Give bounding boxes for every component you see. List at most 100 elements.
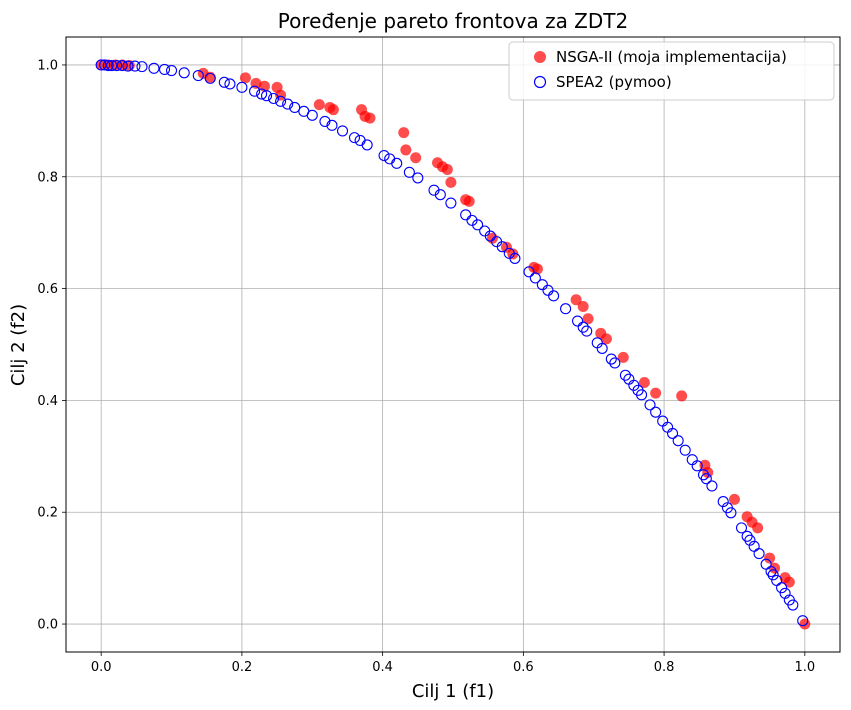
- data-point-spea2: [236, 81, 248, 93]
- data-point-spea2: [412, 172, 424, 184]
- data-point-nsga-ii: [783, 576, 795, 588]
- data-point-spea2: [581, 325, 593, 337]
- x-tick-label: 1.0: [794, 660, 815, 675]
- data-point-spea2: [797, 615, 809, 627]
- data-point-nsga-ii: [463, 195, 475, 207]
- x-tick-label: 0.2: [232, 660, 253, 675]
- legend-label-spea2: SPEA2 (pymoo): [556, 73, 672, 91]
- x-tick-label: 0.6: [513, 660, 534, 675]
- data-point-nsga-ii: [398, 127, 410, 139]
- legend-label-nsga: NSGA-II (moja implementacija): [556, 48, 787, 66]
- x-tick-label: 0.4: [372, 660, 393, 675]
- data-point-spea2: [275, 95, 287, 107]
- series-layer: [95, 59, 811, 630]
- data-point-nsga-ii: [764, 552, 776, 564]
- data-point-nsga-ii: [600, 333, 612, 345]
- data-point-spea2: [767, 569, 779, 581]
- y-tick-label: 1.0: [37, 58, 58, 73]
- data-point-spea2: [192, 70, 204, 82]
- data-point-spea2: [268, 92, 280, 105]
- legend: NSGA-II (moja implementacija) SPEA2 (pym…: [508, 41, 835, 101]
- data-point-spea2: [571, 315, 584, 327]
- data-point-nsga-ii: [275, 89, 287, 101]
- data-point-spea2: [361, 139, 373, 151]
- data-point-spea2: [260, 90, 273, 102]
- data-point-spea2: [609, 357, 621, 369]
- data-point-spea2: [218, 76, 230, 88]
- data-point-spea2: [326, 119, 338, 131]
- data-point-spea2: [725, 507, 737, 519]
- y-tick-label: 0.2: [37, 506, 58, 521]
- data-point-spea2: [111, 59, 123, 72]
- data-point-nsga-ii: [364, 112, 376, 124]
- data-point-spea2: [472, 219, 484, 231]
- data-point-nsga-ii: [239, 72, 251, 84]
- data-point-spea2: [99, 59, 111, 71]
- legend-marker-nsga: [534, 51, 546, 63]
- data-point-spea2: [523, 266, 535, 278]
- data-point-spea2: [348, 132, 361, 144]
- data-point-spea2: [636, 389, 648, 401]
- x-tick-label: 0.0: [91, 660, 112, 675]
- data-point-nsga-ii: [531, 263, 543, 275]
- data-point-spea2: [165, 64, 178, 77]
- plot-frame: [65, 36, 841, 653]
- y-tick-label: 0.4: [37, 394, 58, 409]
- data-point-spea2: [596, 342, 608, 354]
- data-point-spea2: [158, 63, 171, 75]
- data-point-spea2: [644, 399, 656, 411]
- data-point-nsga-ii: [638, 377, 650, 389]
- data-point-spea2: [765, 565, 777, 578]
- data-point-spea2: [122, 60, 134, 72]
- data-point-spea2: [560, 303, 572, 315]
- chart-title: Poređenje pareto frontova za ZDT2: [278, 9, 628, 33]
- legend-marker-spea2: [533, 75, 547, 89]
- data-point-spea2: [542, 284, 554, 296]
- data-point-nsga-ii: [650, 387, 662, 399]
- y-tick-label: 0.6: [37, 282, 58, 297]
- data-point-nsga-ii: [582, 313, 594, 325]
- data-point-spea2: [102, 59, 114, 72]
- data-point-spea2: [289, 101, 301, 113]
- data-point-nsga-ii: [577, 300, 589, 312]
- tick-marks: [62, 64, 806, 656]
- data-point-spea2: [484, 230, 496, 242]
- data-point-spea2: [744, 534, 756, 546]
- data-point-spea2: [776, 582, 788, 594]
- data-point-spea2: [496, 241, 508, 253]
- data-point-nsga-ii: [441, 164, 453, 176]
- data-point-spea2: [577, 321, 589, 333]
- data-point-nsga-ii: [445, 176, 457, 188]
- y-tick-label: 0.8: [37, 170, 58, 185]
- data-point-spea2: [434, 189, 446, 201]
- data-point-nsga-ii: [617, 351, 629, 363]
- data-point-spea2: [536, 279, 548, 291]
- data-point-spea2: [548, 290, 560, 302]
- data-point-spea2: [95, 59, 107, 71]
- data-point-spea2: [650, 406, 662, 418]
- data-point-spea2: [148, 62, 160, 74]
- data-point-spea2: [282, 98, 294, 110]
- data-point-nsga-ii: [400, 144, 412, 156]
- data-point-nsga-ii: [327, 104, 339, 116]
- data-point-spea2: [619, 369, 631, 381]
- data-point-spea2: [319, 115, 331, 127]
- data-point-nsga-ii: [313, 99, 325, 111]
- data-point-spea2: [106, 59, 118, 72]
- data-point-spea2: [529, 272, 541, 284]
- data-point-spea2: [306, 109, 318, 121]
- data-point-spea2: [666, 427, 679, 439]
- data-point-spea2: [672, 435, 684, 447]
- data-point-spea2: [605, 353, 617, 365]
- data-point-spea2: [224, 78, 236, 90]
- data-point-spea2: [509, 252, 521, 264]
- data-point-spea2: [336, 125, 349, 137]
- data-point-spea2: [391, 157, 403, 169]
- data-point-spea2: [136, 61, 148, 73]
- data-point-spea2: [129, 60, 141, 72]
- grid-lines: [66, 37, 840, 652]
- data-point-spea2: [700, 473, 712, 485]
- data-point-spea2: [378, 149, 390, 162]
- data-point-spea2: [717, 496, 729, 508]
- data-point-nsga-ii: [676, 390, 688, 402]
